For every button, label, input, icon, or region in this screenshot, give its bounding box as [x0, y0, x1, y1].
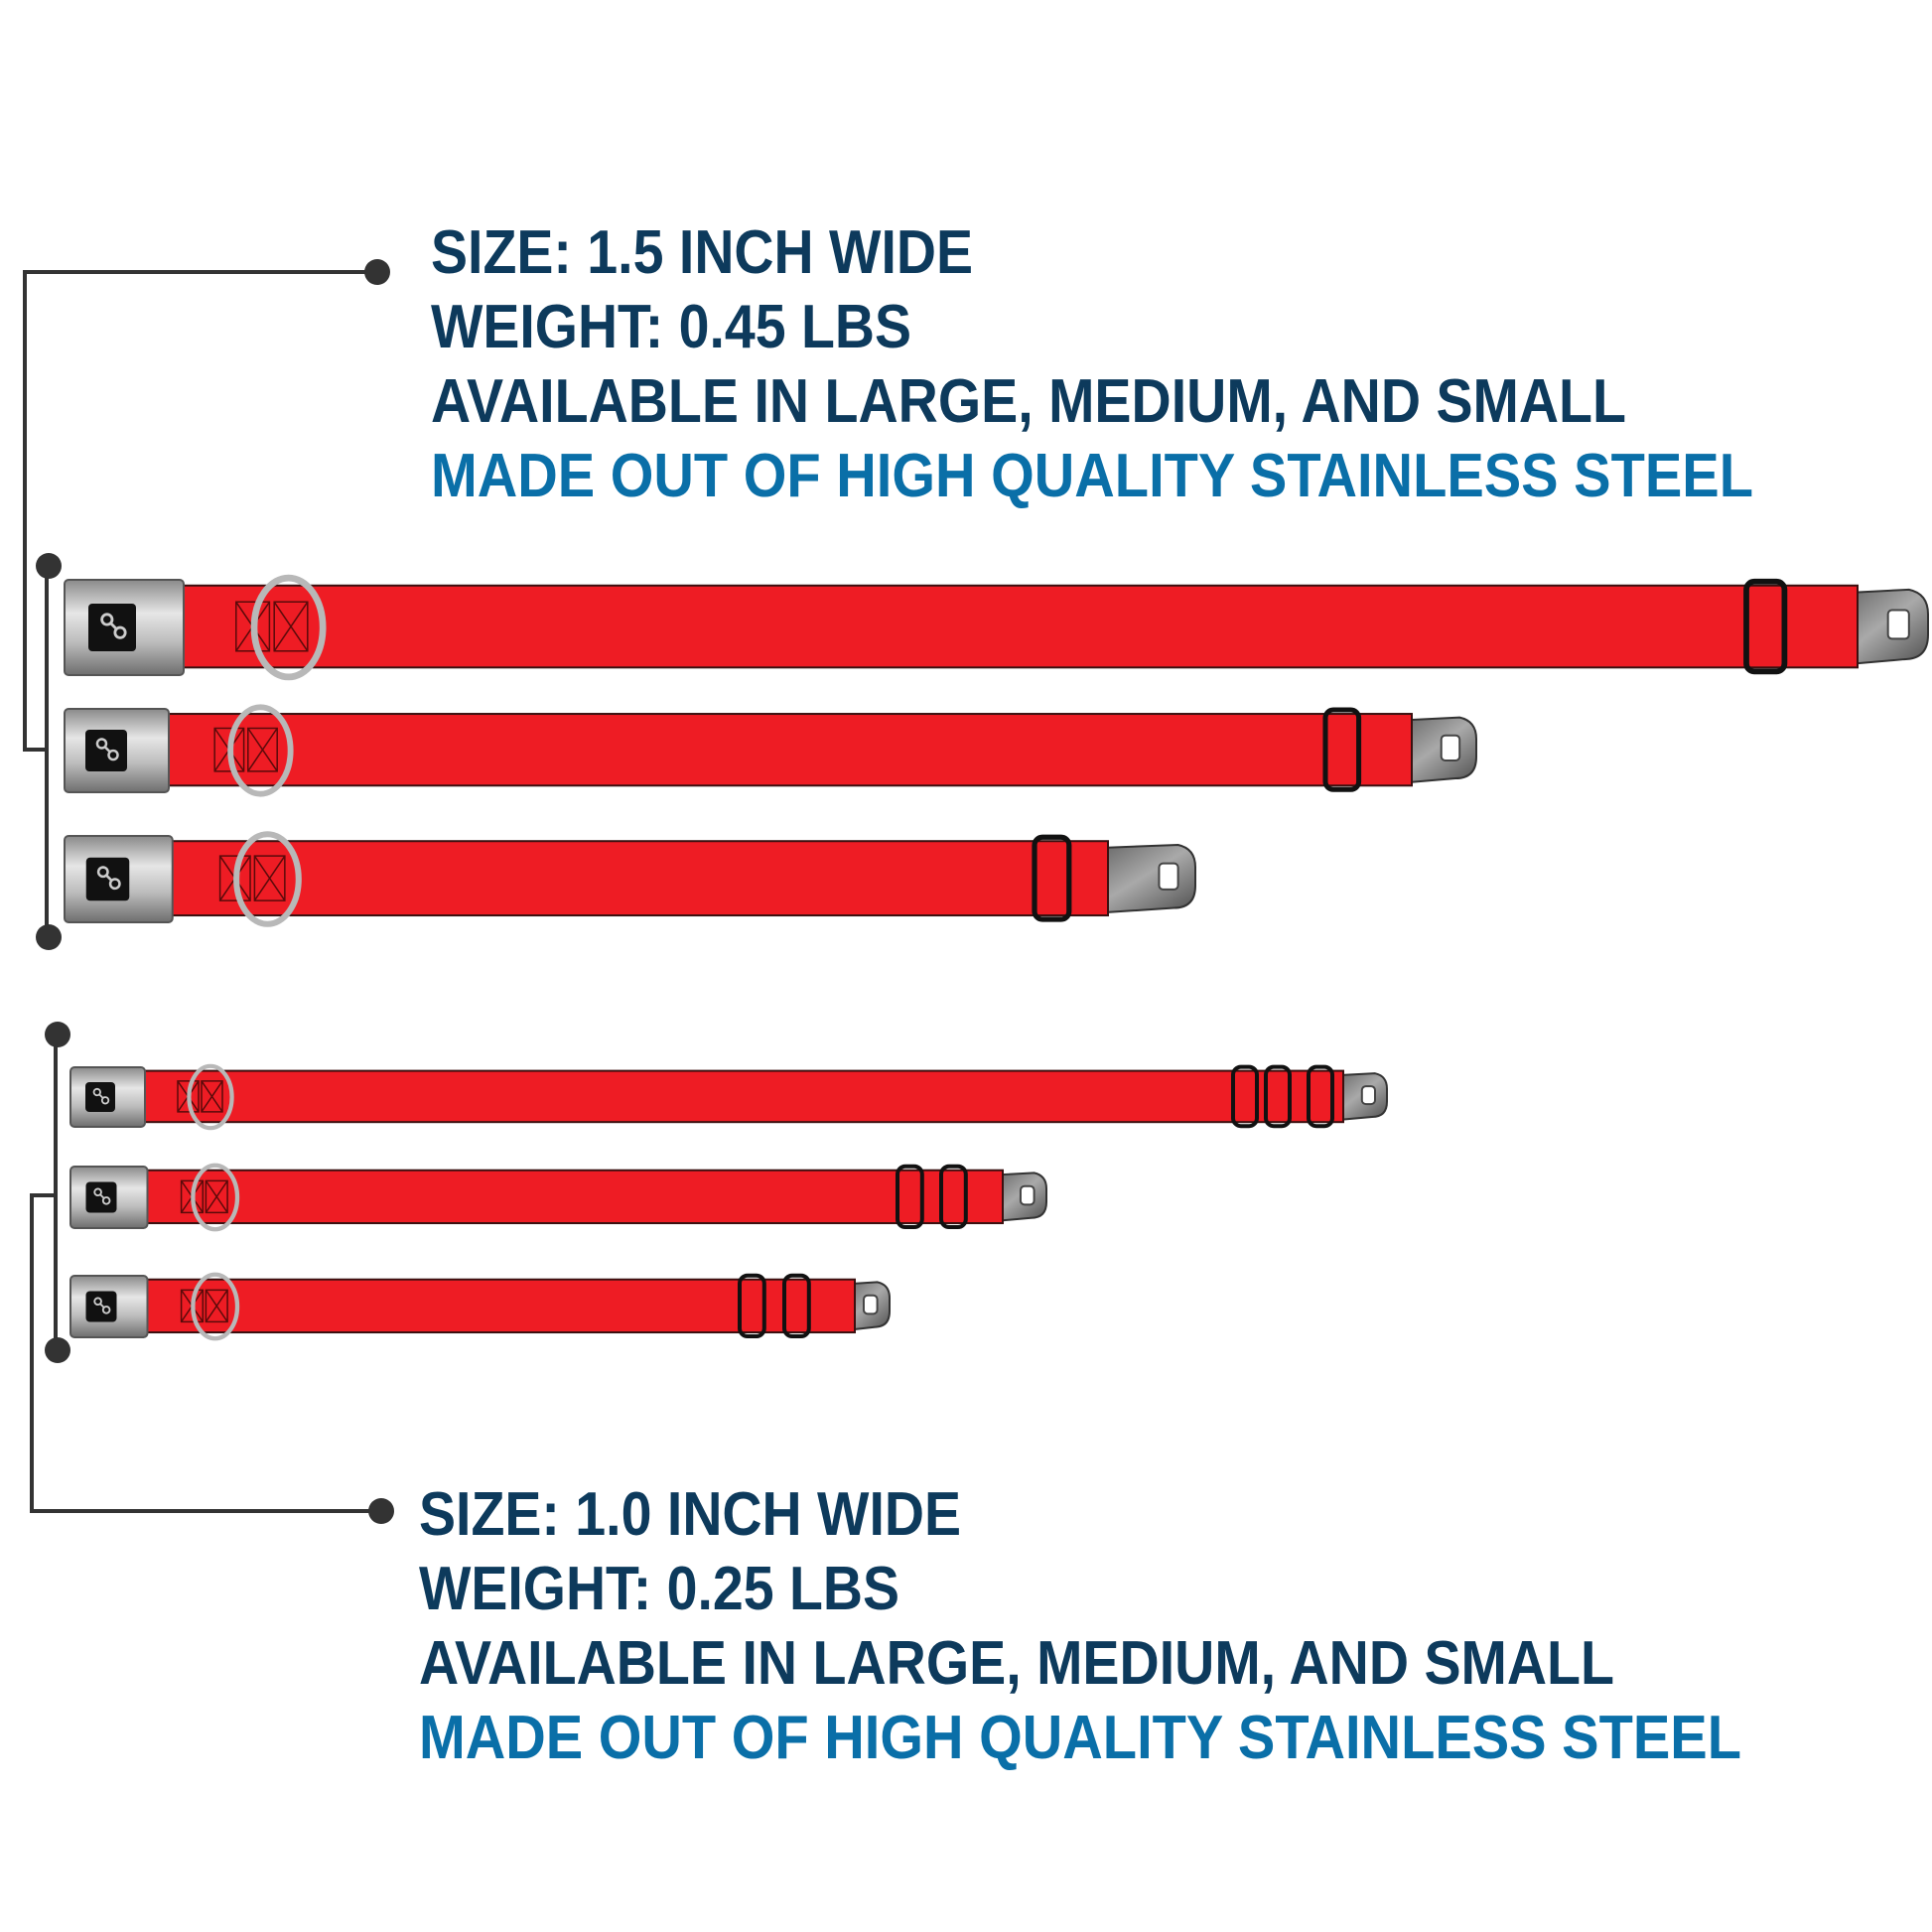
buckle-tongue	[1080, 843, 1196, 915]
buckle-logo-plate	[85, 1082, 115, 1112]
strap	[138, 1169, 1004, 1225]
strap	[160, 713, 1413, 787]
tongue-slot	[1360, 1085, 1377, 1106]
buckle-logo-plate	[85, 857, 130, 901]
collar-narrow-large: ⚯	[69, 1063, 1388, 1131]
buckle-logo-plate	[85, 1291, 117, 1322]
connector-dots-narrow	[45, 1022, 394, 1524]
d-ring	[191, 1272, 240, 1341]
collars: ⚯ ⚯ ⚯ ⚯ ⚯ ⚯	[64, 574, 1929, 1341]
wide-material: MADE OUT OF HIGH QUALITY STAINLESS STEEL	[431, 442, 1753, 510]
stitch-box	[247, 727, 278, 772]
strap-keeper	[1307, 1064, 1334, 1129]
d-ring	[187, 1063, 234, 1131]
strap-keeper	[782, 1273, 811, 1339]
wide-weight: WEIGHT: 0.45 LBS	[431, 293, 911, 361]
connector-narrow	[30, 1035, 381, 1513]
tongue-slot	[1886, 609, 1910, 640]
strap-keeper	[896, 1164, 924, 1230]
collar-narrow-medium: ⚯	[69, 1163, 1047, 1232]
narrow-size: SIZE: 1.0 INCH WIDE	[419, 1480, 961, 1549]
tongue-slot	[1019, 1184, 1035, 1206]
tongue-slot	[862, 1294, 879, 1315]
d-ring	[227, 704, 294, 797]
d-ring	[250, 574, 327, 681]
strap-keeper	[738, 1273, 766, 1339]
collar-narrow-small: ⚯	[69, 1272, 891, 1341]
narrow-specs: SIZE: 1.0 INCH WIDE WEIGHT: 0.25 LBS AVA…	[419, 1480, 1741, 1772]
wide-specs: SIZE: 1.5 INCH WIDE WEIGHT: 0.45 LBS AVA…	[431, 218, 1753, 510]
connector-wide	[23, 270, 377, 937]
tongue-slot	[1440, 734, 1461, 761]
strap	[175, 584, 1859, 669]
strap	[163, 840, 1109, 917]
stitch-box	[205, 1289, 228, 1323]
collar-wide-medium: ⚯	[64, 704, 1477, 797]
collar-wide-small: ⚯	[64, 831, 1196, 927]
strap-keeper	[1322, 707, 1362, 792]
d-ring	[191, 1163, 240, 1232]
d-ring	[233, 831, 302, 927]
stitch-box	[205, 1179, 228, 1214]
stitch-box	[201, 1080, 223, 1113]
strap-keeper	[1743, 578, 1788, 675]
stitch-box	[273, 601, 309, 652]
wide-size: SIZE: 1.5 INCH WIDE	[431, 218, 973, 287]
buckle-logo-plate	[85, 730, 127, 771]
strap-keeper	[939, 1164, 968, 1230]
buckle-logo-plate	[88, 604, 136, 651]
strap	[136, 1069, 1344, 1124]
strap-keeper	[1231, 1064, 1259, 1129]
buckle-logo-plate	[85, 1181, 117, 1213]
connector-dots-wide	[36, 259, 390, 950]
narrow-weight: WEIGHT: 0.25 LBS	[419, 1555, 899, 1623]
tongue-slot	[1158, 862, 1179, 891]
strap-keeper	[1032, 834, 1072, 922]
strap-keeper	[1264, 1064, 1292, 1129]
narrow-availability: AVAILABLE IN LARGE, MEDIUM, AND SMALL	[419, 1629, 1614, 1698]
stitch-box	[253, 855, 286, 901]
wide-availability: AVAILABLE IN LARGE, MEDIUM, AND SMALL	[431, 367, 1626, 436]
strap	[138, 1278, 856, 1334]
narrow-material: MADE OUT OF HIGH QUALITY STAINLESS STEEL	[419, 1704, 1741, 1772]
collar-wide-large: ⚯	[64, 574, 1929, 681]
